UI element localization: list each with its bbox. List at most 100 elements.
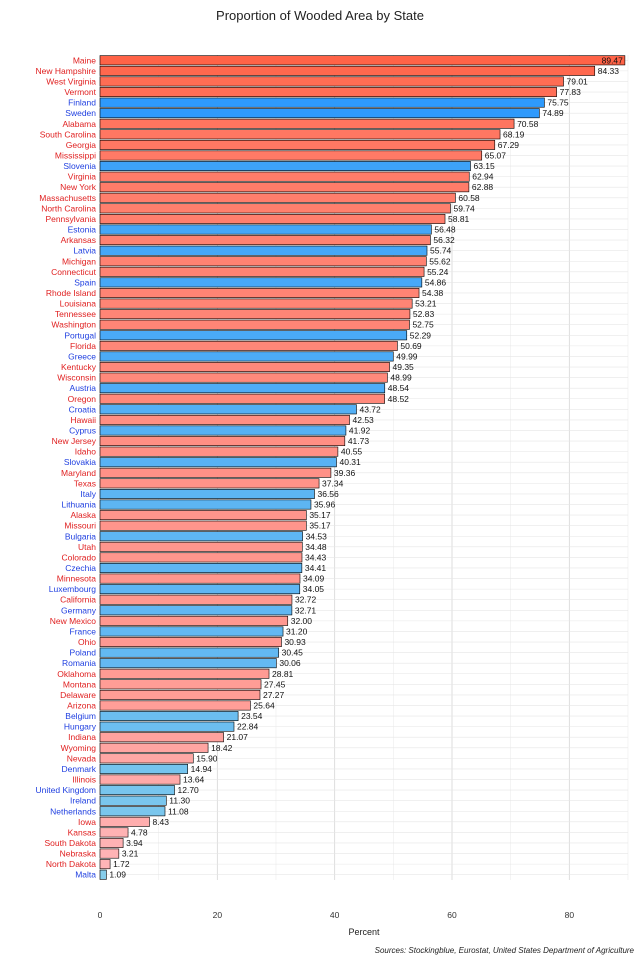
bar [99, 372, 388, 383]
bars [99, 55, 626, 880]
bar [99, 55, 626, 66]
value-label: 67.29 [498, 140, 520, 150]
category-label: Rhode Island [46, 288, 96, 298]
category-label: New Jersey [52, 436, 97, 446]
bar [99, 414, 350, 425]
value-label: 27.27 [263, 690, 285, 700]
value-label: 70.58 [517, 119, 539, 129]
category-label: Slovenia [63, 161, 96, 171]
bar [99, 742, 209, 753]
bar [99, 848, 120, 859]
category-label: New Hampshire [36, 66, 97, 76]
category-label: Italy [80, 489, 96, 499]
bar [99, 309, 411, 320]
bar [99, 446, 339, 457]
category-label: Nebraska [60, 849, 97, 859]
category-label: Austria [70, 383, 97, 393]
category-label: Indiana [68, 732, 96, 742]
bar [99, 763, 188, 774]
bar [99, 266, 425, 277]
value-label: 75.75 [547, 98, 569, 108]
value-label: 53.21 [415, 299, 437, 309]
category-label: South Dakota [44, 838, 96, 848]
bar [99, 827, 129, 838]
category-label: Tennessee [55, 309, 96, 319]
value-label: 40.31 [339, 457, 361, 467]
bar [99, 383, 386, 394]
bar [99, 171, 470, 182]
value-label: 11.30 [169, 796, 190, 806]
bar [99, 457, 337, 468]
value-label: 77.83 [560, 87, 582, 97]
bar [99, 510, 307, 521]
bar [99, 393, 385, 404]
value-label: 1.09 [109, 870, 126, 880]
value-label: 49.35 [393, 362, 415, 372]
bar [99, 626, 284, 637]
category-label: Romania [62, 658, 96, 668]
bar [99, 584, 301, 595]
bar [99, 330, 408, 341]
value-label: 84.33 [598, 66, 620, 76]
value-label: 34.05 [303, 584, 325, 594]
value-label: 27.45 [264, 679, 286, 689]
bar [99, 806, 166, 817]
bar [99, 721, 235, 732]
value-label: 59.74 [453, 203, 475, 213]
bar [99, 531, 303, 542]
category-label: Montana [63, 679, 96, 689]
category-label: Colorado [62, 552, 97, 562]
plot-area [100, 55, 628, 880]
bar [99, 256, 427, 267]
category-label: Virginia [68, 172, 96, 182]
value-label: 74.89 [542, 108, 564, 118]
value-label: 48.52 [388, 394, 410, 404]
category-label: Connecticut [51, 267, 97, 277]
chart-title: Proportion of Wooded Area by State [216, 8, 424, 23]
bar [99, 795, 167, 806]
category-label: Washington [51, 320, 96, 330]
x-axis-title: Percent [348, 927, 380, 937]
value-label: 63.15 [473, 161, 495, 171]
value-label: 62.94 [472, 172, 494, 182]
bar [99, 615, 289, 626]
category-label: United Kingdom [36, 785, 96, 795]
value-label: 18.42 [211, 743, 233, 753]
bar [99, 658, 277, 669]
category-label: Ohio [78, 637, 96, 647]
bar [99, 573, 301, 584]
bar [99, 213, 446, 224]
bar [99, 467, 332, 478]
value-label: 8.43 [152, 817, 169, 827]
source-note: Sources: Stockingblue, Eurostat, United … [374, 946, 634, 955]
category-label: Missouri [64, 521, 96, 531]
category-label: Latvia [73, 246, 96, 256]
bar [99, 319, 410, 330]
value-label: 31.20 [286, 626, 308, 636]
bar [99, 689, 261, 700]
category-label: North Carolina [41, 203, 96, 213]
bar [99, 139, 496, 150]
value-label: 55.74 [430, 246, 452, 256]
category-label: Wyoming [61, 743, 97, 753]
bar [99, 277, 423, 288]
bar [99, 76, 564, 87]
value-label: 15.90 [196, 753, 218, 763]
category-label: Estonia [68, 225, 97, 235]
category-label: Pennsylvania [45, 214, 96, 224]
category-label: Arizona [67, 700, 96, 710]
value-label: 21.07 [227, 732, 249, 742]
value-label: 49.99 [396, 351, 418, 361]
category-label: Oregon [68, 394, 97, 404]
value-label: 39.36 [334, 468, 356, 478]
value-label: 43.72 [359, 404, 381, 414]
bar [99, 869, 107, 880]
bar [99, 235, 431, 246]
x-tick-label: 60 [447, 910, 457, 920]
value-label: 89.47 [602, 55, 624, 65]
category-label: Florida [70, 341, 96, 351]
category-label: Wisconsin [57, 373, 96, 383]
category-label: South Carolina [40, 129, 97, 139]
value-label: 40.55 [341, 447, 363, 457]
